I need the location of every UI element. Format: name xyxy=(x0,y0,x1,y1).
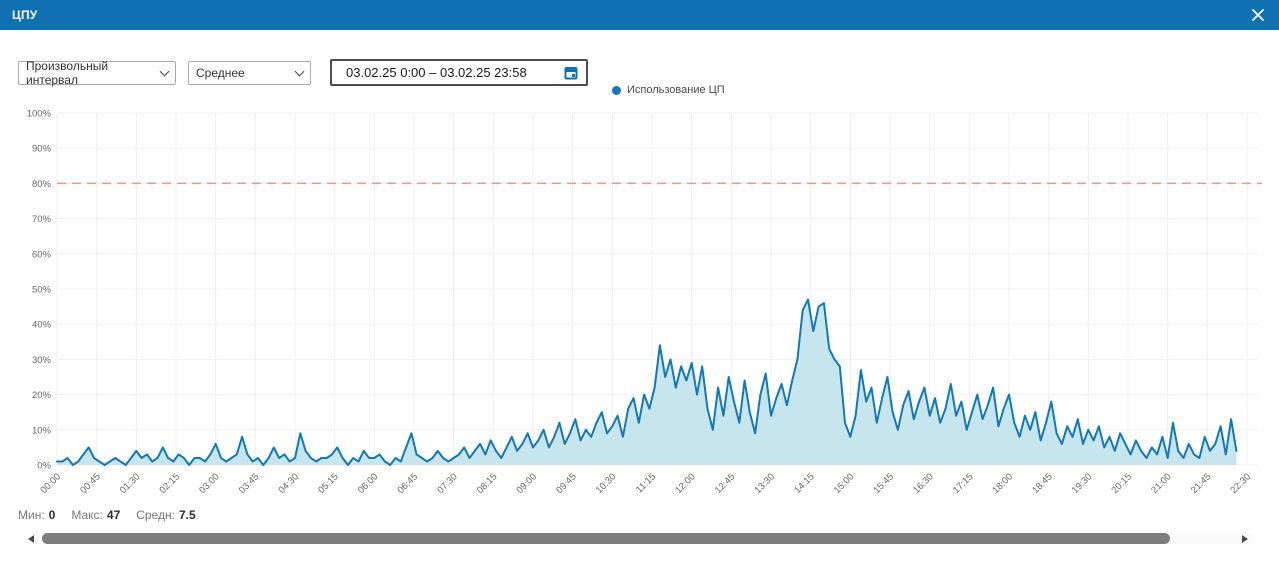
svg-text:18:45: 18:45 xyxy=(1030,471,1055,496)
svg-text:03:45: 03:45 xyxy=(237,471,262,496)
svg-text:70%: 70% xyxy=(32,214,52,225)
interval-select-value: Произвольный интервал xyxy=(26,59,109,87)
svg-text:15:45: 15:45 xyxy=(872,471,897,496)
svg-text:22:30: 22:30 xyxy=(1229,471,1254,496)
calendar-icon[interactable] xyxy=(564,66,578,80)
svg-text:90%: 90% xyxy=(32,144,52,155)
svg-text:05:15: 05:15 xyxy=(316,471,341,496)
svg-text:12:45: 12:45 xyxy=(713,471,738,496)
svg-text:18:00: 18:00 xyxy=(991,471,1016,496)
avg-label: Средн: xyxy=(136,508,175,522)
svg-text:10:30: 10:30 xyxy=(594,471,619,496)
scrollbar-thumb[interactable] xyxy=(42,533,1170,544)
chevron-down-icon xyxy=(159,66,170,77)
interval-select[interactable]: Произвольный интервал xyxy=(18,59,176,87)
horizontal-scrollbar xyxy=(0,532,1279,546)
avg-value: 7.5 xyxy=(178,508,196,522)
svg-text:60%: 60% xyxy=(32,249,52,260)
svg-text:13:30: 13:30 xyxy=(753,471,778,496)
svg-text:14:15: 14:15 xyxy=(792,471,817,496)
svg-text:01:30: 01:30 xyxy=(118,471,143,496)
svg-text:21:00: 21:00 xyxy=(1149,471,1174,496)
close-icon[interactable] xyxy=(1249,6,1267,24)
svg-text:06:45: 06:45 xyxy=(396,471,421,496)
svg-text:04:30: 04:30 xyxy=(277,471,302,496)
svg-text:07:30: 07:30 xyxy=(435,471,460,496)
min-label: Мин: xyxy=(18,508,45,522)
stat-min: Мин: 0 xyxy=(18,508,55,522)
svg-text:20:15: 20:15 xyxy=(1110,471,1135,496)
max-label: Макс: xyxy=(71,508,103,522)
chevron-down-icon xyxy=(294,66,305,77)
svg-text:00:00: 00:00 xyxy=(39,471,64,496)
legend-dot-icon xyxy=(612,85,621,95)
date-range-input[interactable]: 03.02.25 0:00 – 03.02.25 23:58 xyxy=(330,59,588,86)
date-range-value: 03.02.25 0:00 – 03.02.25 23:58 xyxy=(346,65,527,80)
dialog-titlebar: ЦПУ xyxy=(0,0,1279,30)
legend-label: Использование ЦП xyxy=(627,84,725,96)
svg-text:11:15: 11:15 xyxy=(634,471,658,495)
svg-text:21:45: 21:45 xyxy=(1189,471,1214,496)
svg-text:09:45: 09:45 xyxy=(554,471,579,496)
svg-text:16:30: 16:30 xyxy=(911,471,936,496)
svg-text:15:00: 15:00 xyxy=(832,471,857,496)
svg-text:80%: 80% xyxy=(32,179,52,190)
stat-max: Макс: 47 xyxy=(71,508,120,522)
svg-text:06:00: 06:00 xyxy=(356,471,381,496)
svg-text:0%: 0% xyxy=(37,461,51,472)
svg-text:00:45: 00:45 xyxy=(78,471,103,496)
scrollbar-track[interactable] xyxy=(40,533,1253,544)
scroll-left-icon[interactable] xyxy=(28,535,34,543)
min-value: 0 xyxy=(48,508,56,522)
svg-text:10%: 10% xyxy=(32,425,52,436)
max-value: 47 xyxy=(106,508,121,522)
aggregation-select-value: Среднее xyxy=(196,66,245,80)
svg-text:08:15: 08:15 xyxy=(475,471,500,496)
svg-text:30%: 30% xyxy=(32,355,52,366)
aggregation-select[interactable]: Среднее xyxy=(188,61,311,85)
scroll-right-icon[interactable] xyxy=(1242,535,1248,543)
svg-text:19:30: 19:30 xyxy=(1070,471,1095,496)
svg-text:12:00: 12:00 xyxy=(673,471,698,496)
svg-text:50%: 50% xyxy=(32,285,52,296)
svg-text:17:15: 17:15 xyxy=(951,471,976,496)
svg-text:09:00: 09:00 xyxy=(515,471,540,496)
svg-text:02:15: 02:15 xyxy=(158,471,183,496)
dialog-title: ЦПУ xyxy=(12,8,38,22)
svg-text:03:00: 03:00 xyxy=(197,471,222,496)
legend: Использование ЦП xyxy=(612,84,725,96)
svg-text:20%: 20% xyxy=(32,390,52,401)
svg-text:40%: 40% xyxy=(32,320,52,331)
stat-avg: Средн: 7.5 xyxy=(136,508,195,522)
svg-text:100%: 100% xyxy=(27,109,52,120)
stats-row: Мин: 0 Макс: 47 Средн: 7.5 xyxy=(18,508,196,522)
